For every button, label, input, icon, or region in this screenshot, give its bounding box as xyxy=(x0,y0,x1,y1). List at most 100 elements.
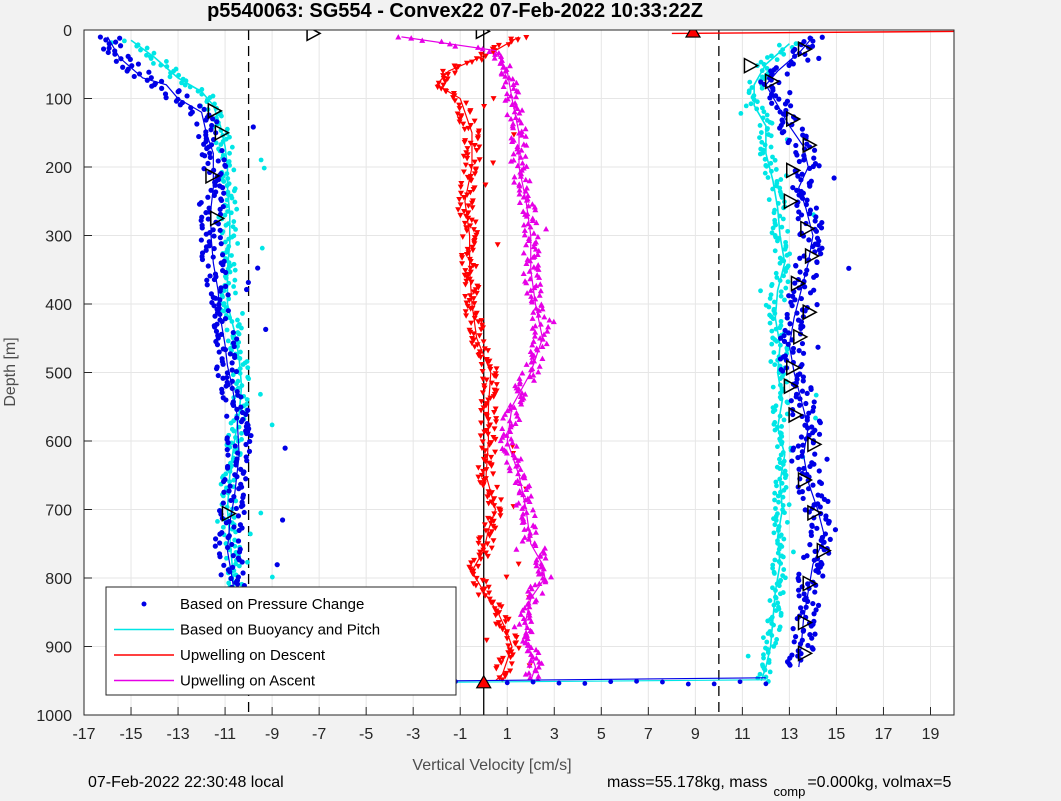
data-point xyxy=(777,260,783,266)
legend-entry: Upwelling on Ascent xyxy=(114,673,316,690)
legend-entry: Upwelling on Descent xyxy=(114,647,326,664)
data-point xyxy=(502,615,509,621)
data-point xyxy=(232,277,238,283)
data-point xyxy=(231,428,237,434)
data-point xyxy=(535,312,542,318)
dive-marker xyxy=(306,30,322,42)
data-point xyxy=(525,588,532,594)
data-point xyxy=(798,434,805,440)
data-point xyxy=(504,441,511,447)
data-point xyxy=(807,211,813,217)
data-point xyxy=(229,378,235,384)
data-point xyxy=(796,577,802,584)
data-point xyxy=(490,49,497,56)
data-point xyxy=(522,496,529,503)
data-point xyxy=(532,581,539,588)
data-point xyxy=(146,69,152,75)
data-point xyxy=(197,103,203,109)
data-point xyxy=(274,562,280,568)
data-point xyxy=(201,141,207,147)
data-point xyxy=(765,175,771,180)
data-point xyxy=(456,116,463,122)
data-point xyxy=(758,130,764,135)
data-point xyxy=(523,35,530,41)
data-point xyxy=(493,666,500,672)
data-point xyxy=(801,157,807,163)
data-point xyxy=(229,319,235,324)
data-point xyxy=(451,70,458,77)
data-point xyxy=(523,260,530,266)
data-point xyxy=(223,541,229,546)
data-point xyxy=(395,34,402,40)
data-point xyxy=(467,265,474,272)
data-point xyxy=(490,538,497,544)
data-point xyxy=(207,154,213,161)
data-point xyxy=(451,98,458,104)
data-point xyxy=(484,553,491,560)
data-point xyxy=(213,328,220,334)
data-point xyxy=(232,443,238,449)
data-point xyxy=(781,567,787,572)
data-point xyxy=(450,95,457,101)
data-point xyxy=(469,59,476,66)
data-point xyxy=(810,38,816,44)
data-point xyxy=(460,195,467,201)
data-point xyxy=(478,327,485,333)
data-point xyxy=(800,378,806,384)
data-point xyxy=(772,248,778,254)
data-point xyxy=(229,253,234,258)
data-point xyxy=(506,464,513,471)
data-point xyxy=(248,432,254,439)
data-point xyxy=(801,465,807,472)
data-point xyxy=(745,653,751,659)
data-point xyxy=(795,372,801,378)
data-point xyxy=(530,309,537,315)
data-point xyxy=(769,341,775,347)
data-point xyxy=(529,299,536,305)
data-point xyxy=(773,479,779,485)
data-point xyxy=(506,74,513,81)
data-point xyxy=(806,237,812,243)
data-point xyxy=(520,270,527,276)
data-point xyxy=(497,60,504,66)
data-point xyxy=(774,57,780,63)
data-point xyxy=(778,489,783,495)
x-tick-label: 5 xyxy=(597,726,606,743)
data-point xyxy=(485,397,492,403)
data-point xyxy=(511,623,518,630)
data-point xyxy=(231,284,237,289)
data-point xyxy=(498,604,505,610)
data-point xyxy=(231,515,237,520)
data-point xyxy=(474,136,481,142)
data-point xyxy=(438,38,445,45)
data-point xyxy=(794,187,800,193)
data-point xyxy=(801,591,807,597)
data-point xyxy=(475,592,482,598)
data-point xyxy=(812,548,818,554)
data-point xyxy=(473,264,480,270)
data-point xyxy=(502,619,509,625)
data-point xyxy=(497,513,504,519)
data-point xyxy=(228,420,234,426)
data-point xyxy=(802,507,808,513)
data-point xyxy=(478,57,485,63)
data-point xyxy=(518,119,525,126)
data-point xyxy=(539,343,546,350)
data-point xyxy=(269,422,275,428)
data-point xyxy=(456,102,463,108)
data-point xyxy=(502,97,509,103)
data-point xyxy=(528,618,535,624)
data-point xyxy=(217,227,223,233)
data-point xyxy=(779,480,785,486)
data-point xyxy=(488,454,495,461)
data-point xyxy=(812,451,818,457)
legend-label: Based on Pressure Change xyxy=(180,596,364,613)
data-point xyxy=(224,370,231,376)
data-point xyxy=(209,116,216,122)
data-point xyxy=(523,241,530,248)
data-point xyxy=(149,83,155,89)
end-marker xyxy=(684,30,702,38)
data-point xyxy=(148,56,154,61)
data-point xyxy=(796,466,802,472)
data-point xyxy=(484,359,491,366)
